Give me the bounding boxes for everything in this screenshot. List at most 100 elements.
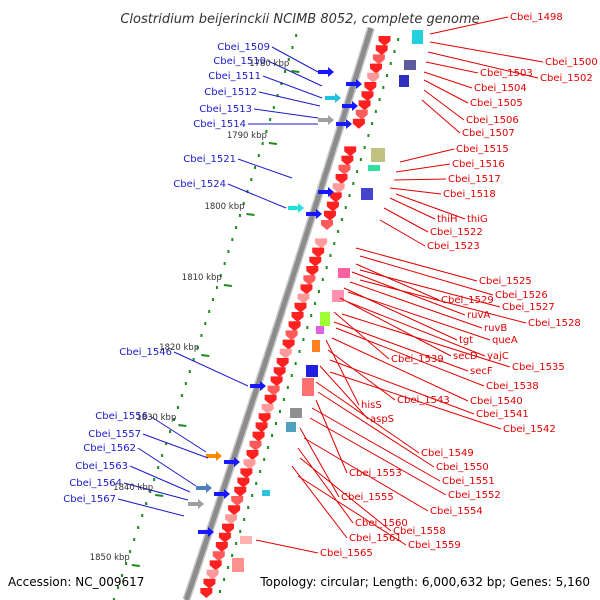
reverse-gene-arrow [329, 192, 342, 203]
reverse-gene-arrow [341, 155, 354, 166]
feature-box [286, 422, 296, 432]
track-dot-inner [367, 134, 370, 137]
forward-gene-label: Cbei_1513 [199, 104, 252, 115]
track-dot-outer [145, 502, 148, 505]
track-dot-outer [238, 214, 241, 217]
scale-tick [268, 142, 278, 145]
track-dot-inner [282, 398, 285, 401]
track-dot-outer [287, 58, 290, 61]
reverse-gene-arrow [276, 358, 289, 368]
reverse-gene-arrow [243, 459, 256, 470]
reverse-gene-label: Cbei_1505 [470, 98, 523, 109]
forward-leader-line [123, 482, 189, 501]
reverse-leader-line [297, 475, 407, 546]
reverse-gene-arrow [225, 514, 238, 525]
reverse-gene-arrow [222, 523, 235, 534]
forward-leader-line [142, 433, 209, 459]
reverse-gene-arrow [321, 220, 334, 230]
track-dot-inner [259, 470, 262, 473]
reverse-leader-line [311, 407, 441, 482]
scale-label: 1820 kbp [159, 343, 199, 353]
reverse-gene-arrow [370, 63, 383, 74]
forward-gene-label: Cbei_1546 [119, 347, 172, 358]
reverse-leader-line [389, 197, 436, 220]
reverse-gene-arrow [344, 146, 357, 157]
reverse-gene-arrow [273, 367, 286, 378]
reverse-leader-line [355, 247, 478, 282]
track-dot-outer [272, 106, 275, 109]
track-dot-inner [333, 242, 336, 245]
forward-leader-line [149, 415, 207, 453]
reverse-leader-line [355, 263, 440, 301]
track-dot-inner [371, 122, 374, 125]
forward-gene-arrow [224, 457, 240, 467]
scale-tick [201, 354, 210, 357]
scale-label: 1800 kbp [204, 202, 244, 212]
forward-gene-label: Cbei_1562 [83, 443, 136, 454]
track-dot-inner [247, 506, 250, 509]
reverse-gene-label: ruvA [467, 310, 490, 321]
feature-box [338, 268, 350, 278]
scale-label: 1810 kbp [182, 273, 222, 283]
forward-gene-label: Cbei_1563 [75, 461, 128, 472]
reverse-gene-arrow [358, 100, 371, 111]
reverse-gene-label: Cbei_1528 [528, 318, 581, 329]
reverse-gene-label: Cbei_1554 [430, 506, 483, 517]
forward-gene-arrow [318, 187, 334, 197]
track-dot-outer [192, 358, 195, 361]
track-dot-inner [290, 374, 293, 377]
track-dot-outer [231, 238, 234, 241]
track-dot-outer [184, 382, 187, 385]
forward-gene-label: Cbei_1556 [95, 411, 148, 422]
reverse-leader-line [359, 255, 494, 296]
track-dot-outer [254, 166, 257, 169]
forward-gene-label: Cbei_1521 [183, 154, 236, 165]
feature-box [404, 60, 416, 70]
track-dot-outer [204, 322, 207, 325]
scale-labels: 1780 kbp 1790 kbp 1800 kbp 1810 kbp 1820 kbp… [90, 59, 300, 567]
track-dot-outer [280, 82, 283, 85]
track-dot-inner [348, 194, 351, 197]
track-dot-inner [278, 410, 281, 413]
forward-leader-line [258, 91, 321, 107]
forward-gene-label: Cbei_1557 [88, 429, 141, 440]
leader-lines [117, 16, 544, 554]
track-dot-outer [173, 418, 176, 421]
forward-gene-label: Cbei_1567 [63, 494, 116, 505]
forward-gene-arrow [336, 119, 352, 129]
reverse-leader-line [329, 359, 475, 415]
track-dot-inner [255, 482, 258, 485]
reverse-leader-line [383, 207, 429, 233]
scale-label: 1780 kbp [249, 59, 289, 69]
reverse-gene-arrow [355, 109, 368, 120]
reverse-gene-arrow [375, 45, 388, 56]
reverse-leader-line [395, 163, 451, 173]
reverse-gene-label: secD [453, 351, 478, 362]
map-title: Clostridium beijerinckii NCIMB 8052, com… [120, 12, 479, 27]
track-dot-outer [269, 118, 272, 121]
scale-tick [131, 564, 140, 567]
reverse-leader-line [399, 148, 455, 163]
reverse-gene-arrow [309, 256, 322, 267]
track-dot-outer [153, 478, 156, 481]
feature-box [262, 490, 270, 496]
track-dot-inner [325, 266, 328, 269]
forward-leader-line [253, 108, 319, 119]
feature-box [232, 558, 244, 572]
reverse-leader-line [423, 71, 473, 89]
reverse-gene-arrow [323, 210, 336, 221]
reverse-gene-label: Cbei_1559 [408, 540, 461, 551]
track-dot-inner [363, 146, 366, 149]
track-dot-outer [165, 442, 168, 445]
reverse-gene-arrow [267, 385, 280, 396]
genome-summary-text: Topology: circular; Length: 6,000,632 bp… [259, 575, 590, 589]
reverse-gene-arrow [335, 174, 348, 184]
accession-text: Accession: NC_009617 [8, 575, 144, 589]
reverse-gene-arrow [288, 321, 301, 332]
track-dot-inner [310, 314, 313, 317]
track-dot-inner [275, 422, 278, 425]
reverse-leader-line [379, 219, 426, 247]
track-dot-outer [242, 202, 245, 205]
forward-gene-arrow [318, 67, 334, 77]
track-dot-inner [317, 290, 320, 293]
